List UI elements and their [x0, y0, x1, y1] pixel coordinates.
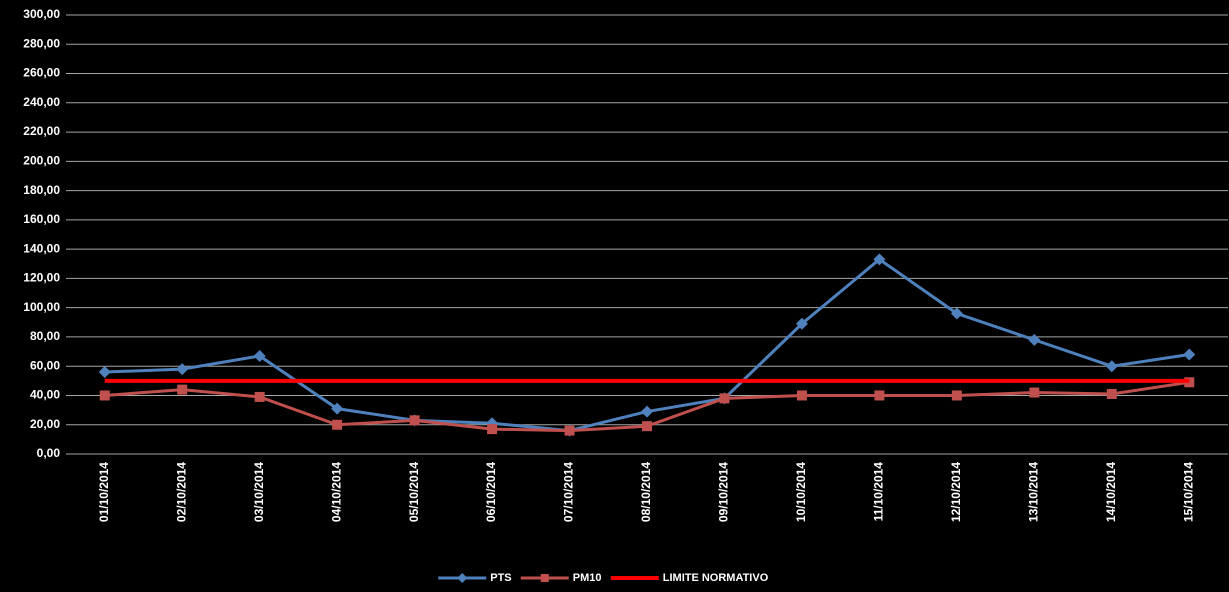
y-tick-label: 280,00: [23, 36, 60, 50]
legend-item: PM10: [520, 572, 602, 584]
y-tick-label: 140,00: [23, 241, 60, 255]
legend-marker: [457, 573, 468, 583]
x-tick-label: 15/10/2014: [1181, 462, 1195, 522]
y-tick-label: 200,00: [23, 154, 60, 168]
marker: [1183, 348, 1196, 361]
marker: [1028, 333, 1041, 346]
marker: [874, 390, 885, 401]
marker: [795, 317, 808, 330]
x-tick-label: 06/10/2014: [484, 462, 498, 522]
y-tick-label: 240,00: [23, 95, 60, 109]
x-tick-label: 02/10/2014: [174, 462, 188, 522]
x-tick-label: 14/10/2014: [1104, 462, 1118, 522]
legend-label: LIMITE NORMATIVO: [663, 572, 769, 584]
y-tick-label: 300,00: [23, 7, 60, 21]
marker: [487, 424, 498, 435]
marker: [641, 405, 653, 418]
marker: [99, 390, 110, 401]
marker: [409, 415, 420, 426]
series-line: [104, 257, 1190, 433]
y-tick-label: 0,00: [37, 446, 61, 460]
y-tick-label: 60,00: [30, 358, 60, 372]
x-tick-label: 10/10/2014: [794, 462, 808, 522]
legend-label: PM10: [573, 572, 602, 584]
marker: [1029, 387, 1040, 398]
legend-label: PTS: [490, 572, 511, 584]
x-tick-label: 08/10/2014: [639, 462, 653, 522]
marker: [176, 363, 189, 376]
x-tick-label: 04/10/2014: [329, 462, 343, 522]
marker: [332, 419, 343, 430]
marker: [254, 391, 265, 402]
y-tick-label: 40,00: [30, 388, 60, 402]
x-tick-label: 13/10/2014: [1027, 462, 1041, 522]
x-tick-label: 05/10/2014: [407, 462, 421, 522]
legend-item: LIMITE NORMATIVO: [610, 572, 769, 584]
marker: [1106, 389, 1117, 400]
x-tick-label: 11/10/2014: [872, 462, 886, 522]
y-tick-label: 260,00: [23, 66, 60, 80]
y-tick-label: 220,00: [23, 124, 60, 138]
legend-marker: [540, 574, 549, 582]
marker: [951, 390, 962, 401]
x-tick-label: 12/10/2014: [949, 462, 963, 522]
y-tick-label: 180,00: [23, 183, 60, 197]
x-tick-label: 09/10/2014: [717, 462, 731, 522]
x-tick-label: 07/10/2014: [562, 462, 576, 522]
legend-item: PTS: [438, 572, 512, 584]
y-tick-label: 100,00: [23, 300, 60, 314]
y-tick-label: 120,00: [23, 271, 60, 285]
y-tick-label: 20,00: [30, 417, 60, 431]
marker: [950, 307, 963, 320]
marker: [719, 393, 730, 404]
marker: [796, 390, 807, 401]
y-tick-label: 80,00: [30, 329, 60, 343]
y-tick-label: 160,00: [23, 212, 60, 226]
marker: [177, 384, 188, 395]
marker: [98, 366, 111, 379]
x-tick-label: 01/10/2014: [97, 462, 111, 522]
marker: [642, 421, 652, 432]
marker: [253, 349, 266, 362]
x-tick-label: 03/10/2014: [252, 462, 266, 522]
marker: [1105, 360, 1118, 373]
marker: [873, 253, 886, 266]
marker: [331, 402, 344, 415]
marker: [564, 425, 575, 436]
